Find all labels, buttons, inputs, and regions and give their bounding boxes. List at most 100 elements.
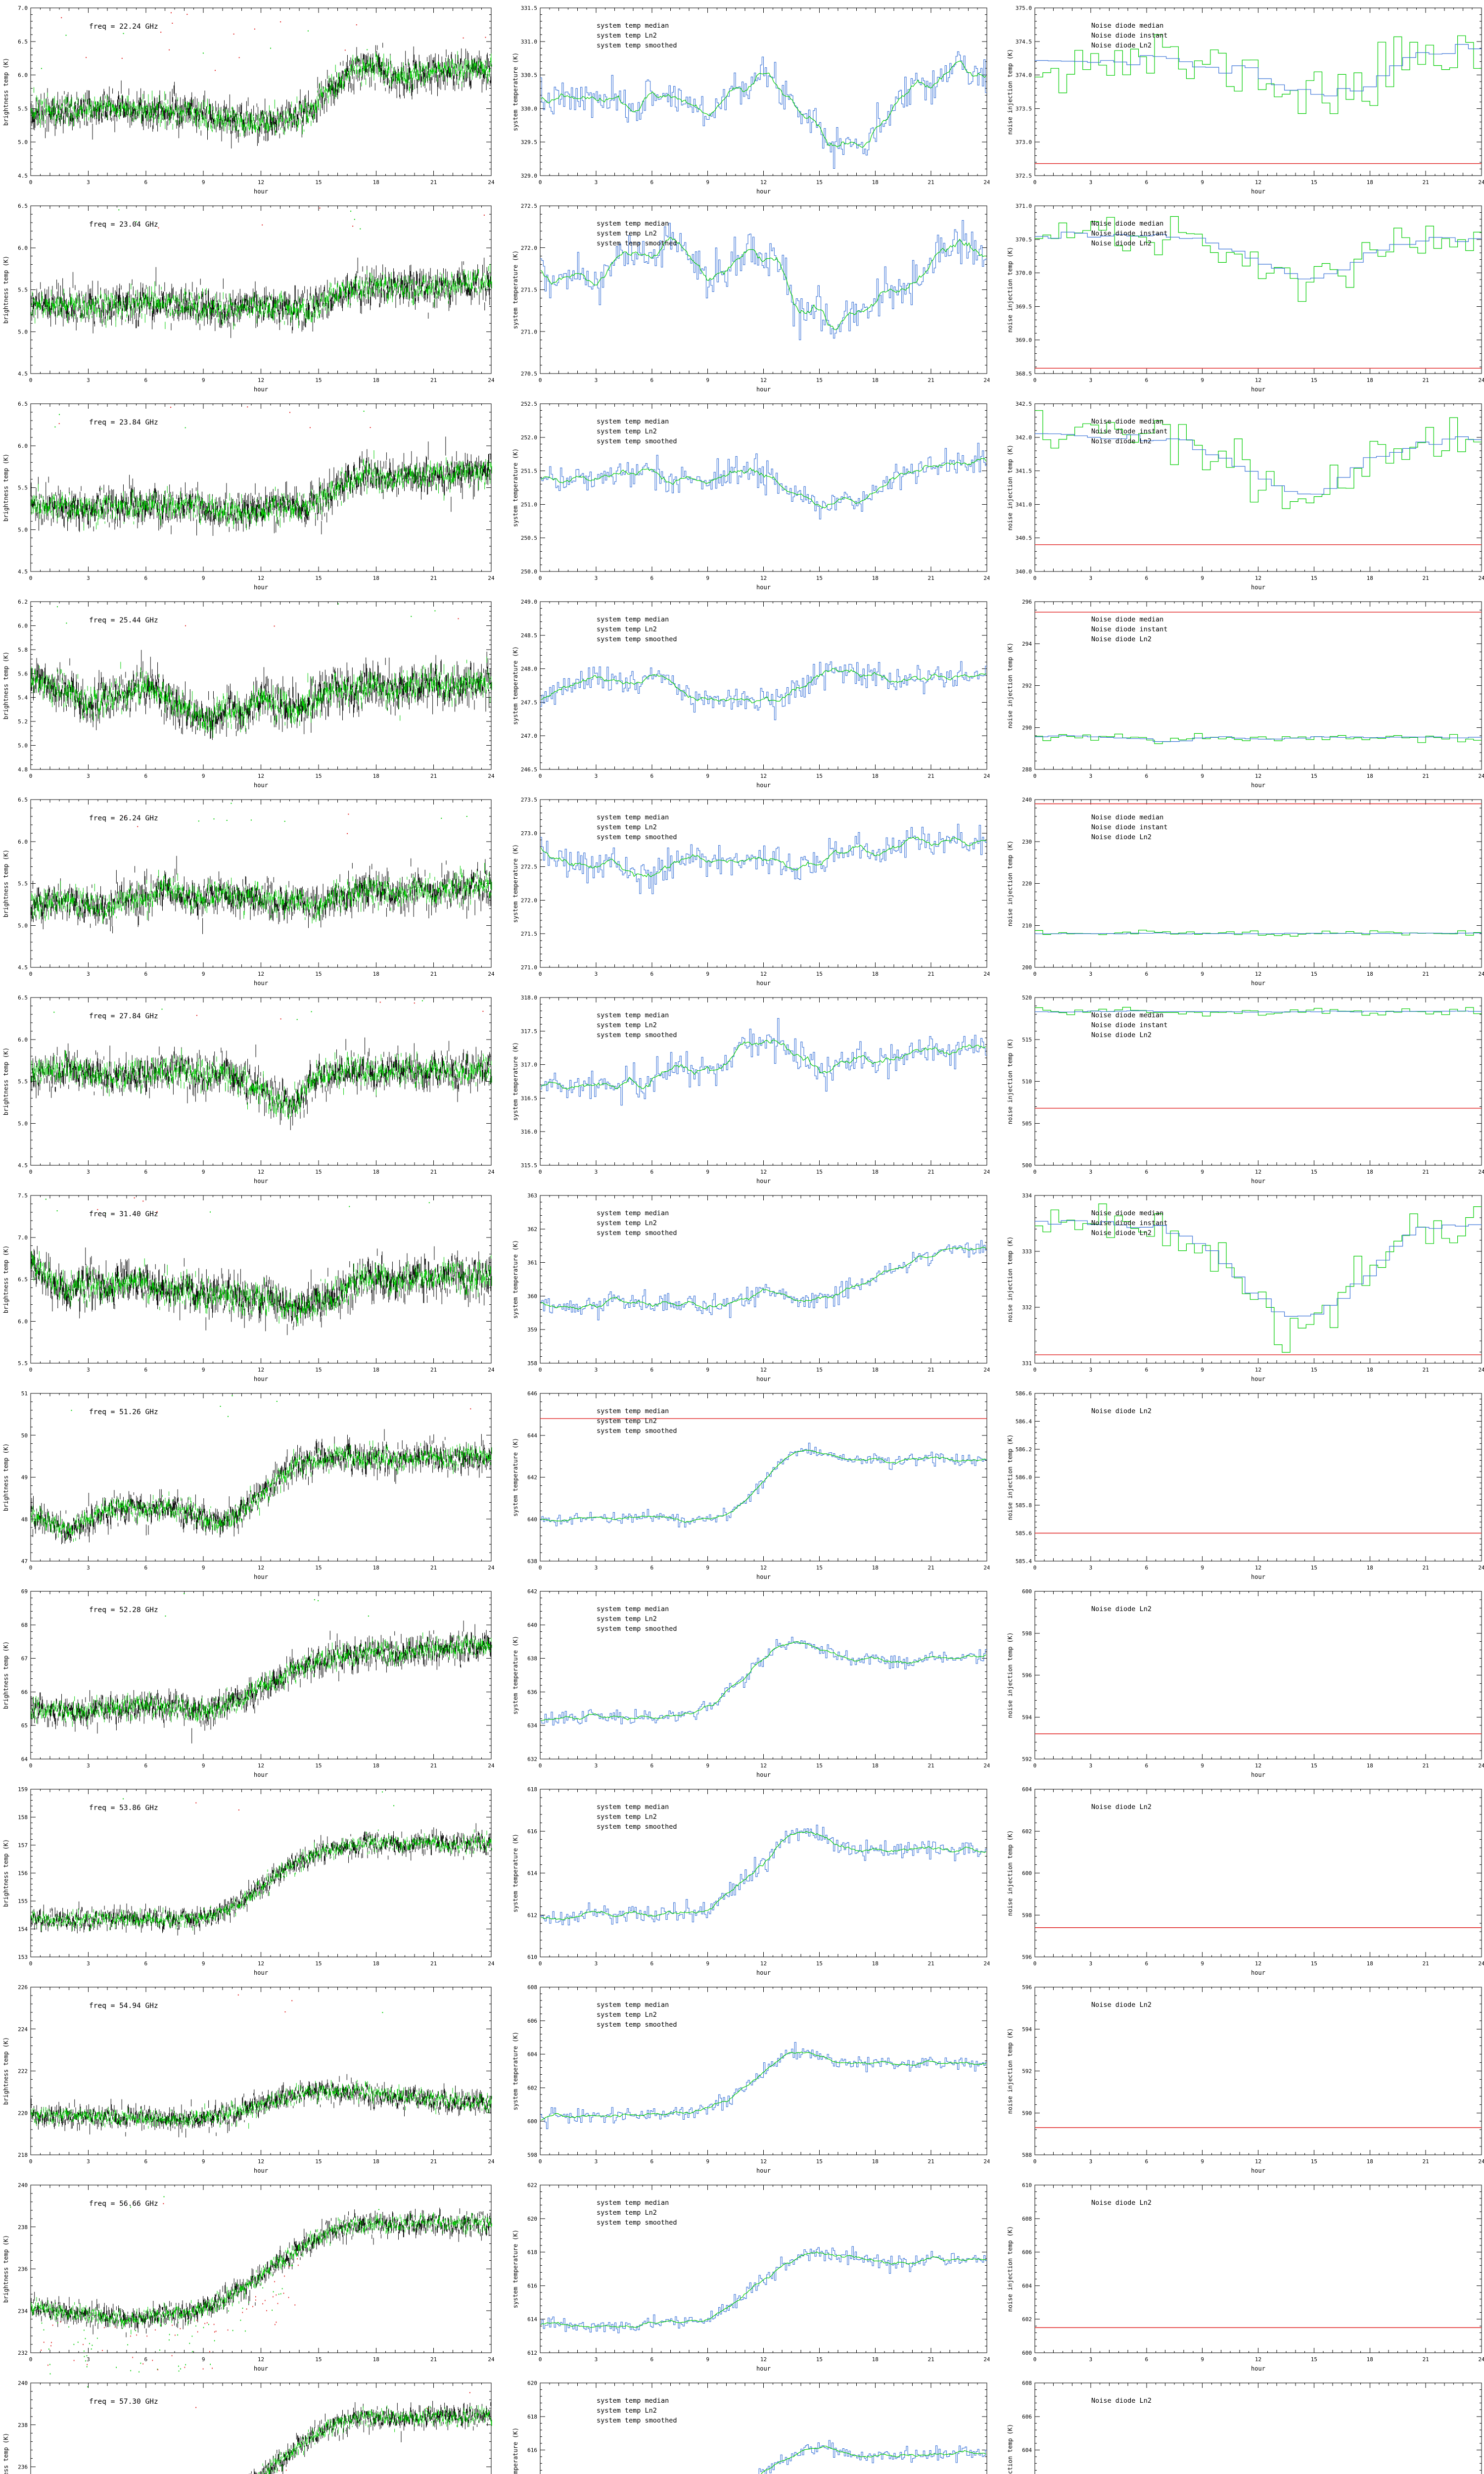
plot-title-freq: freq = 52.28 GHz	[89, 1606, 158, 1614]
x-tick-label: 12	[258, 377, 264, 383]
x-tick-label: 21	[1423, 971, 1429, 977]
outlier-sample-dot	[97, 2337, 98, 2339]
x-tick-label: 15	[315, 575, 322, 581]
y-tick-label: 360	[527, 1293, 537, 1299]
outlier-sample-dot	[262, 2287, 263, 2288]
plot-row-10: 0 3 6 9 12 15 18 21 24 153 154 155 156 157 158 159 hour b…	[0, 1781, 1484, 1979]
outlier-sample-dot	[185, 2364, 186, 2366]
flagged-sample-dot	[196, 1015, 197, 1016]
y-axis-label: brightness temp (K)	[2, 850, 9, 917]
system-temp-smoothed-trace	[541, 1831, 986, 1920]
x-tick-label: 12	[1255, 1367, 1261, 1373]
x-tick-label: 24	[1478, 773, 1484, 779]
x-axis-label: hour	[254, 782, 268, 789]
x-tick-label: 24	[488, 2158, 495, 2165]
x-tick-label: 9	[1201, 971, 1204, 977]
flagged-sample-dot	[382, 2012, 383, 2013]
x-tick-label: 9	[202, 1565, 205, 1571]
flagged-sample-dot	[137, 826, 139, 827]
system-temp-smoothed-trace	[541, 458, 986, 509]
axis-ticks	[540, 205, 987, 374]
system-temp-plot-row12: 0 3 6 9 12 15 18 21 24 612 614 616 618 620 622 hour syst…	[512, 2182, 989, 2372]
legend-entry: Noise diode instant	[1091, 428, 1167, 435]
flagged-sample-dot	[195, 1802, 197, 1804]
y-tick-label: 246.5	[521, 766, 537, 773]
x-tick-label: 12	[1255, 1960, 1261, 1967]
flagged-sample-dot	[163, 2196, 165, 2197]
axis-ticks	[1034, 1789, 1482, 1957]
x-tick-label: 9	[202, 179, 205, 186]
flagged-sample-dot	[356, 24, 357, 26]
x-tick-label: 3	[87, 377, 90, 383]
y-tick-label: 608	[527, 1984, 537, 1991]
y-axis-label: noise injection temp (K)	[1007, 247, 1014, 333]
x-axis-label: hour	[254, 188, 268, 195]
x-tick-label: 21	[928, 377, 934, 383]
outlier-sample-dot	[116, 2367, 117, 2368]
y-tick-label: 600	[1022, 2350, 1032, 2356]
x-tick-label: 24	[1478, 971, 1484, 977]
y-axis-label: noise injection temp (K)	[1007, 1039, 1014, 1124]
y-tick-label: 363	[527, 1192, 537, 1199]
y-tick-label: 331.5	[521, 5, 537, 11]
legend-entry: system temp smoothed	[597, 1427, 677, 1435]
plot-frame	[1034, 1987, 1482, 2155]
y-tick-label: 515	[1022, 1037, 1032, 1043]
x-tick-label: 24	[983, 377, 989, 383]
x-tick-label: 6	[1145, 575, 1148, 581]
outlier-sample-dot	[41, 2322, 43, 2324]
y-tick-label: 272.5	[521, 864, 537, 870]
x-tick-label: 3	[87, 2356, 90, 2363]
y-tick-label: 6.5	[18, 1277, 28, 1283]
y-tick-label: 272.5	[521, 203, 537, 209]
x-tick-label: 18	[373, 773, 379, 779]
outlier-sample-dot	[84, 2330, 85, 2331]
system-temp-median-trace	[540, 442, 987, 520]
y-tick-label: 251.5	[521, 468, 537, 475]
brightness-raw-trace	[30, 43, 492, 149]
outlier-sample-dot	[272, 2309, 273, 2311]
x-tick-label: 9	[706, 2158, 709, 2165]
x-tick-label: 9	[706, 773, 709, 779]
y-tick-label: 224	[18, 2026, 28, 2033]
x-tick-label: 0	[539, 2158, 542, 2165]
outlier-sample-dot	[265, 2300, 266, 2301]
system-temp-median-trace	[540, 220, 987, 340]
y-tick-label: 596	[1022, 1954, 1032, 1960]
legend-entry: system temp Ln2	[597, 1021, 657, 1029]
brightness-raw-trace	[30, 1429, 492, 1544]
flagged-sample-dot	[158, 227, 159, 229]
x-axis-label: hour	[254, 1376, 268, 1382]
brightness-plot-row12: 0 3 6 9 12 15 18 21 24 232 234 236 238 240 hour brightn…	[2, 2182, 495, 2375]
legend-entry: system temp smoothed	[597, 42, 677, 49]
noise-diode-plot-row13: 03691215182124598600602604606608hournois…	[1007, 2380, 1482, 2474]
brightness-raw-trace	[30, 650, 492, 740]
y-tick-label: 156	[18, 1870, 28, 1877]
system-temp-median-trace	[540, 51, 987, 169]
system-temp-plot-row11: 0 3 6 9 12 15 18 21 24 598 600 602 604 606 608 hour syst…	[512, 1984, 989, 2174]
y-axis-label: noise injection temp (K)	[1007, 445, 1014, 530]
noise-diode-instant-trace	[1035, 733, 1482, 744]
x-tick-label: 6	[144, 2356, 147, 2363]
outlier-sample-dot	[142, 2363, 143, 2365]
x-tick-label: 24	[488, 1565, 495, 1571]
outlier-sample-dot	[196, 2320, 197, 2321]
outlier-sample-dot	[83, 2344, 84, 2345]
x-tick-label: 0	[539, 1367, 542, 1373]
flagged-sample-dot	[457, 75, 458, 76]
x-tick-label: 0	[1033, 2158, 1037, 2165]
y-tick-label: 271.5	[521, 931, 537, 937]
flagged-sample-dot	[66, 622, 67, 624]
y-tick-label: 500	[1022, 1162, 1032, 1169]
y-tick-label: 273.0	[521, 830, 537, 837]
y-tick-label: 373.0	[1016, 139, 1032, 145]
system-temp-smoothed-trace	[541, 1450, 986, 1523]
plot-frame	[30, 1789, 492, 1957]
flagged-sample-dot	[58, 423, 60, 425]
noise-diode-plot-row10: 0 3 6 9 12 15 18 21 24 596 598 600 602 604 hour noise i…	[1007, 1786, 1484, 1976]
x-tick-label: 18	[373, 1762, 379, 1769]
noise-diode-plot-row5: 0 3 6 9 12 15 18 21 24 200 210 220 230 240 hour noise i…	[1007, 797, 1484, 987]
x-tick-label: 6	[1145, 1762, 1148, 1769]
noise-diode-plot-row12: 0 3 6 9 12 15 18 21 24 600 602 604 606 608 610 hour nois…	[1007, 2182, 1484, 2372]
y-tick-label: 600	[527, 2118, 537, 2125]
